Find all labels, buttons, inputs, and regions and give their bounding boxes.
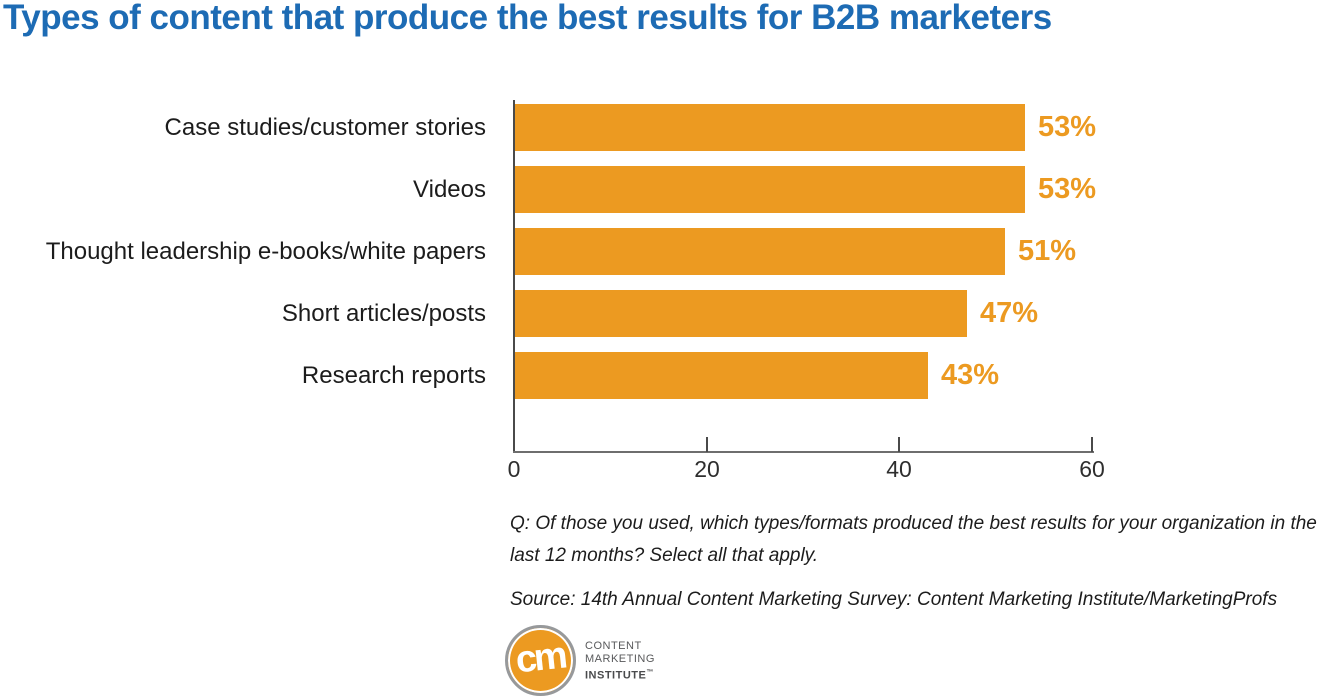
cmi-monogram: cm (513, 634, 567, 682)
value-label: 51% (1018, 235, 1077, 267)
cmi-logo-text: CONTENT MARKETING INSTITUTE™ (585, 640, 655, 683)
x-tick-label: 60 (1079, 456, 1105, 482)
bar-row: Thought leadership e-books/white papers … (0, 228, 1318, 275)
bar (514, 166, 1025, 213)
logo-line-institute: INSTITUTE™ (585, 669, 654, 682)
bar (514, 352, 928, 399)
value-label: 43% (941, 359, 1000, 391)
x-tick-label: 40 (886, 456, 912, 482)
bar-row: Case studies/customer stories 53% (0, 104, 1318, 151)
survey-question: Q: Of those you used, which types/format… (510, 513, 1317, 566)
bar-row: Research reports 43% (0, 352, 1318, 399)
x-tick-mark (706, 437, 708, 452)
cmi-logo-circle: cm (505, 625, 576, 696)
x-tick-label: 20 (694, 456, 720, 482)
category-label: Research reports (301, 361, 486, 389)
x-axis-line (513, 451, 1094, 453)
value-label: 47% (980, 297, 1039, 329)
x-tick-label: 0 (507, 456, 521, 482)
value-label: 53% (1038, 173, 1097, 205)
category-label: Case studies/customer stories (164, 113, 486, 141)
bar-row: Videos 53% (0, 166, 1318, 213)
cmi-logo: cm CONTENT MARKETING INSTITUTE™ (505, 625, 655, 696)
value-label: 53% (1038, 111, 1097, 143)
bar (514, 228, 1005, 275)
trademark-symbol: ™ (646, 669, 654, 676)
chart-title: Types of content that produce the best r… (3, 0, 1052, 37)
bar-row: Short articles/posts 47% (0, 290, 1318, 337)
bar (514, 104, 1025, 151)
category-label: Thought leadership e-books/white papers (45, 237, 486, 265)
logo-line-content: CONTENT (585, 640, 642, 652)
category-label: Videos (413, 175, 486, 203)
category-label: Short articles/posts (281, 299, 486, 327)
y-axis-line (513, 100, 515, 453)
logo-line-marketing: MARKETING (585, 653, 655, 665)
footnotes: Q: Of those you used, which types/format… (510, 508, 1318, 616)
x-tick-mark (898, 437, 900, 452)
x-tick-mark (1091, 437, 1093, 452)
source-note: Source: 14th Annual Content Marketing Su… (510, 589, 1278, 610)
bar (514, 290, 967, 337)
